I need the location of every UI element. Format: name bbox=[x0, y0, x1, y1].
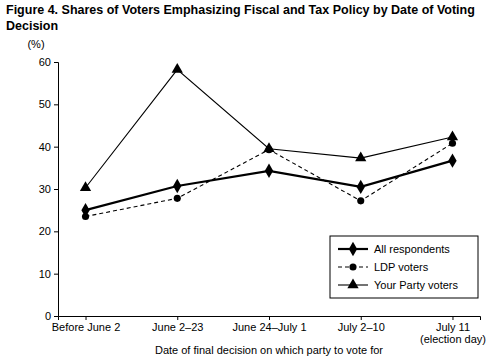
x-tick: July 2–10 bbox=[338, 316, 385, 333]
x-tick-label: June 24–July 1 bbox=[233, 321, 307, 333]
x-tick-label-line: June 2–23 bbox=[152, 321, 203, 333]
title: Figure 4. Shares of Voters Emphasizing F… bbox=[6, 3, 478, 33]
x-tick-label-line: July 2–10 bbox=[338, 321, 385, 333]
x-tick-mark bbox=[452, 316, 453, 320]
y-tick-mark bbox=[54, 316, 58, 317]
x-tick-label: July 2–10 bbox=[338, 321, 385, 333]
y-tick: 60 bbox=[39, 56, 58, 68]
y-tick-label: 20 bbox=[39, 225, 51, 237]
y-tick: 40 bbox=[39, 141, 58, 153]
chart: Figure 4. Shares of Voters Emphasizing F… bbox=[0, 0, 495, 360]
legend-item: All respondents bbox=[338, 242, 450, 256]
legend-marker bbox=[349, 242, 357, 256]
x-tick-label: June 2–23 bbox=[152, 321, 203, 333]
x-tick-label-line: (election day) bbox=[420, 333, 486, 345]
series-marker bbox=[173, 179, 181, 193]
series-marker bbox=[357, 180, 365, 194]
series-marker bbox=[357, 197, 364, 204]
y-tick: 10 bbox=[39, 268, 58, 280]
legend-label: LDP voters bbox=[374, 261, 429, 273]
title-line: Figure 4. Shares of Voters Emphasizing F… bbox=[6, 3, 478, 17]
legend-marker bbox=[349, 263, 356, 270]
series-marker bbox=[172, 63, 183, 73]
x-tick: Before June 2 bbox=[52, 316, 121, 333]
x-tick-mark bbox=[177, 316, 178, 320]
x-axis-line bbox=[59, 317, 481, 321]
y-tick-mark bbox=[54, 274, 58, 275]
legend-label: All respondents bbox=[374, 243, 450, 255]
y-tick: 20 bbox=[39, 225, 58, 237]
legend-label: Your Party voters bbox=[374, 279, 458, 291]
y-axis-label: (%) bbox=[27, 38, 44, 50]
y-tick-label: 0 bbox=[45, 310, 51, 322]
series-line bbox=[86, 161, 453, 211]
x-tick: June 2–23 bbox=[152, 316, 203, 333]
x-tick-label: Before June 2 bbox=[52, 321, 121, 333]
series-line bbox=[86, 143, 453, 216]
legend: All respondents LDP voters Your Party vote… bbox=[330, 236, 478, 298]
x-tick-mark bbox=[86, 316, 87, 320]
y-axis-line bbox=[54, 63, 59, 317]
y-tick-label: 40 bbox=[39, 141, 51, 153]
y-axis: 0 10 20 30 40 50 60 bbox=[39, 56, 59, 322]
series-marker bbox=[80, 181, 91, 191]
legend-box bbox=[330, 236, 478, 298]
legend-item: LDP voters bbox=[338, 261, 429, 273]
x-tick-label-line: July 11 bbox=[436, 321, 470, 333]
series-marker bbox=[265, 164, 273, 178]
y-tick: 50 bbox=[39, 98, 58, 110]
series-marker bbox=[355, 152, 366, 162]
y-tick-mark bbox=[54, 104, 58, 105]
x-tick-label: July 11(election day) bbox=[420, 321, 486, 346]
y-tick-mark bbox=[54, 189, 58, 190]
y-tick-mark bbox=[54, 231, 58, 232]
x-tick: July 11(election day) bbox=[420, 316, 486, 345]
legend-item: Your Party voters bbox=[338, 278, 458, 291]
series-marker bbox=[82, 213, 89, 220]
series-marker bbox=[449, 140, 456, 147]
y-tick-label: 10 bbox=[39, 268, 51, 280]
x-axis: Before June 2 June 2–23 June 24–July 1 July… bbox=[52, 316, 486, 345]
series-marker bbox=[174, 195, 181, 202]
y-tick: 30 bbox=[39, 183, 58, 195]
y-tick-mark bbox=[54, 62, 58, 63]
plot: 0 10 20 30 40 50 60 Before June 2 June 2–23 June … bbox=[39, 56, 486, 345]
x-tick-mark bbox=[269, 316, 270, 320]
title-line: Decision bbox=[6, 19, 58, 33]
y-tick-label: 50 bbox=[39, 98, 51, 110]
series-line bbox=[86, 70, 453, 188]
y-tick-mark bbox=[54, 147, 58, 148]
x-tick-label-line: June 24–July 1 bbox=[233, 321, 307, 333]
series-marker bbox=[448, 153, 456, 167]
y-tick-label: 60 bbox=[39, 56, 51, 68]
series-marker bbox=[447, 130, 458, 140]
legend-marker bbox=[347, 278, 358, 288]
x-tick-label-line: Before June 2 bbox=[52, 321, 121, 333]
y-tick-label: 30 bbox=[39, 183, 51, 195]
series-marker bbox=[263, 142, 274, 152]
marks bbox=[80, 63, 458, 220]
x-tick-mark bbox=[361, 316, 362, 320]
x-axis-label: Date of final decision on which party to… bbox=[155, 344, 383, 356]
x-tick: June 24–July 1 bbox=[233, 316, 307, 333]
